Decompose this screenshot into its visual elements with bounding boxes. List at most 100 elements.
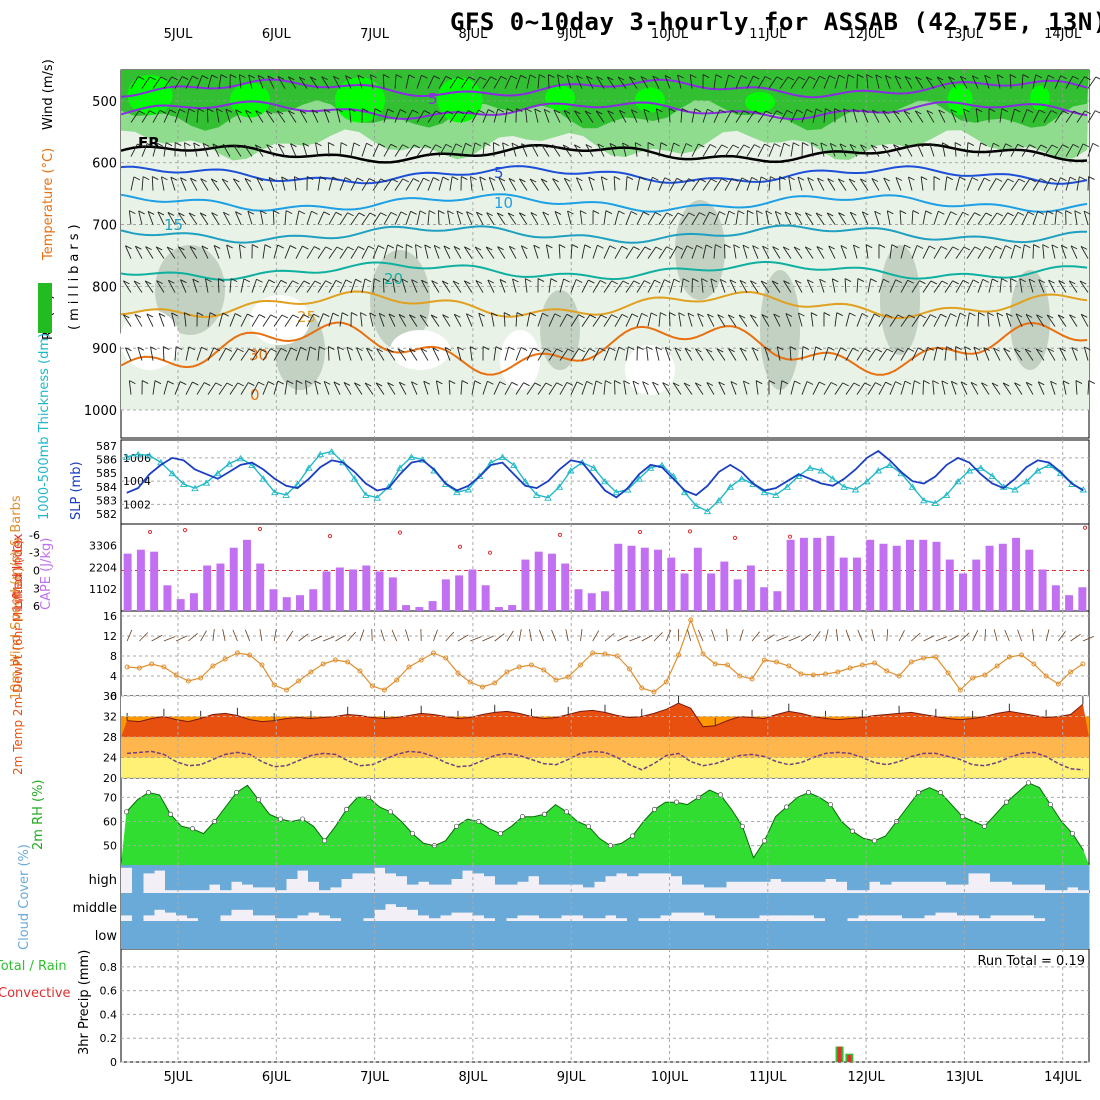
wind-barb-flag <box>125 347 132 352</box>
wind-barb <box>941 142 946 157</box>
wind-barb <box>369 312 374 327</box>
cape-bar <box>335 567 344 611</box>
wind-barb-10m <box>898 630 905 642</box>
wind-barb-flag <box>160 76 168 81</box>
cloud-cell-middle <box>396 893 408 907</box>
cloud-cell-middle <box>198 893 210 921</box>
thickness-marker <box>806 464 814 471</box>
wind-barb-flag <box>838 74 846 79</box>
wind-barb <box>339 279 347 293</box>
wind-barb <box>817 177 825 191</box>
wind-barb-flag <box>211 212 218 217</box>
wind-barb-flag <box>574 110 581 115</box>
wind-barb-flag <box>189 246 197 250</box>
wind-barb-flag <box>421 74 428 79</box>
wind-barb-flag <box>641 312 648 317</box>
rh-shade-grey <box>880 245 920 355</box>
wind-barb-flag <box>333 381 341 386</box>
wind-barb <box>405 211 411 225</box>
wind-speed-point <box>737 673 743 679</box>
wind-barb-flag <box>378 245 385 249</box>
wind-barb <box>735 144 745 157</box>
cloud-cell-high <box>385 865 397 874</box>
wind-barb <box>360 312 363 327</box>
cloud-cell-low <box>847 921 859 949</box>
wind-barb-flag <box>787 76 795 81</box>
wind-barb <box>684 348 693 361</box>
wind-barb <box>717 314 726 327</box>
temp-band <box>121 737 1089 758</box>
wind-barb-flag <box>211 74 218 79</box>
li-tick-label: 3 <box>33 582 40 595</box>
cloud-cell-high <box>264 865 276 888</box>
wind-barb <box>394 244 398 259</box>
wind-barb-10m <box>1004 629 1010 642</box>
cloud-cell-low <box>649 921 661 949</box>
cloud-cell-high <box>880 865 892 885</box>
wind-barb-flag <box>865 244 873 249</box>
wind-barb <box>1009 74 1012 89</box>
wind-barb <box>988 278 993 293</box>
cape-bar <box>441 579 450 611</box>
wind-speed-point <box>786 663 792 669</box>
wind-barb <box>1021 178 1031 191</box>
wind-barb-10m <box>335 634 346 642</box>
cloud-cell-low <box>781 921 793 949</box>
wind-barb-flag <box>554 211 562 215</box>
wind-barb <box>430 314 440 327</box>
wind-barb <box>710 278 715 293</box>
wind-speed-point <box>1055 681 1061 687</box>
isotherm-label: FR <box>138 134 160 152</box>
wind-barb-flag <box>952 280 959 285</box>
wind-barb <box>218 74 222 89</box>
rh-point <box>453 823 459 829</box>
wind-barb-flag <box>664 177 671 182</box>
rh-point <box>1026 780 1032 786</box>
wind-barb-flag <box>1050 177 1057 182</box>
thickness-marker <box>1022 477 1031 485</box>
wind-barb <box>900 244 905 259</box>
wind-barb-flag <box>983 347 990 351</box>
cloud-cell-high <box>913 865 925 882</box>
wind-speed-point <box>676 652 682 658</box>
wind-barb <box>941 380 946 395</box>
wind-barb-flag <box>179 108 186 113</box>
wind-speed-point <box>1019 652 1025 658</box>
wind-barb-flag <box>495 346 503 351</box>
cloud-cell-high <box>561 865 573 885</box>
wind-barb-flag <box>299 110 307 114</box>
wind-barb <box>883 177 891 191</box>
wind-barb <box>948 76 957 89</box>
wind-barb-flag <box>146 143 154 147</box>
wind-barb-flag <box>673 278 681 283</box>
wind-barb <box>542 211 550 225</box>
wind-barb-flag <box>424 244 431 249</box>
wind-barb <box>729 279 737 293</box>
wind-barb-flag <box>133 280 141 285</box>
wind-barb <box>977 177 985 191</box>
wind-barb <box>772 246 781 259</box>
wind-barb-flag <box>978 312 985 316</box>
cape-bar <box>587 593 596 611</box>
wind-barb-flag <box>273 210 280 214</box>
wind-barb-flag <box>391 178 399 183</box>
thickness-marker <box>703 507 712 515</box>
cloud-cell-high <box>539 865 551 885</box>
cloud-cell-low <box>968 921 980 949</box>
wind-barb <box>655 346 660 361</box>
wind-barb <box>916 143 924 157</box>
rh-cell-bright <box>635 87 665 113</box>
wind-barb-flag <box>609 143 617 147</box>
precip-total-legend: Total / Rain <box>0 959 67 974</box>
rh-line <box>126 782 1084 859</box>
wind-barb <box>713 244 716 259</box>
wind-barb-10m <box>641 634 653 642</box>
rh-point <box>849 828 855 834</box>
wind-barb-flag <box>696 244 703 249</box>
wind-barb-flag <box>574 144 581 149</box>
wind-barb-flag <box>987 312 994 317</box>
wind-barb-flag <box>954 142 962 146</box>
wind-barb-flag <box>539 74 546 79</box>
cloud-cell-high <box>957 865 969 885</box>
wind-barb-flag <box>411 381 418 386</box>
